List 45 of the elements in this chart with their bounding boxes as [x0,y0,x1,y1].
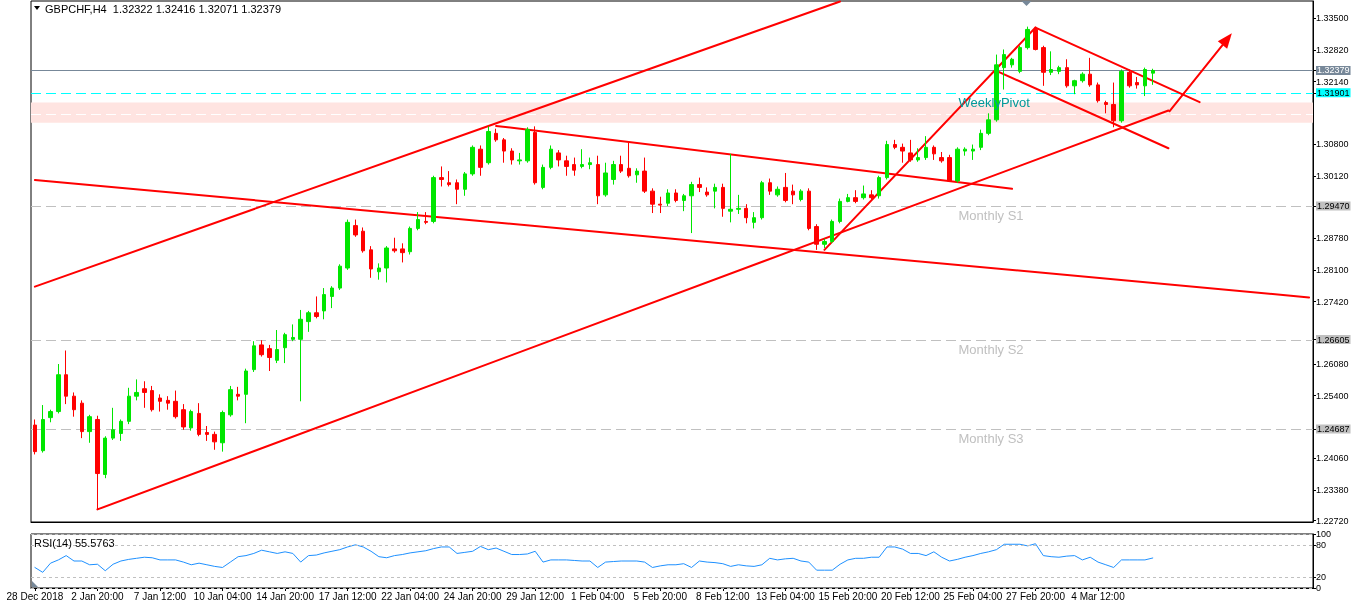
y-tick-label: 1.23380 [1316,484,1349,495]
y-tick-label: 1.33500 [1316,13,1349,24]
x-tick-label: 22 Jan 04:00 [381,590,440,602]
x-tick-label: 8 Feb 12:00 [696,590,750,602]
ref-line-label: Monthly S3 [958,430,1024,446]
y-tick-label: 0 [1316,583,1322,593]
x-tick-label: 17 Jan 12:00 [318,590,377,602]
x-tick-label: 27 Feb 20:00 [1006,590,1066,602]
x-tick-label: 1 Feb 04:00 [571,590,625,602]
x-tick-label: 25 Feb 04:00 [943,590,1003,602]
x-tick-label: 24 Jan 20:00 [443,590,503,602]
y-tick-label: 1.25400 [1316,390,1349,401]
x-tick-label: 29 Jan 12:00 [506,590,565,602]
x-tick-label: 5 Feb 20:00 [633,590,688,602]
y-tick-label: 80 [1316,539,1327,550]
x-tick-label: 20 Feb 12:00 [880,590,941,602]
y-tick-label: 20 [1316,572,1327,583]
y-tick-label: 1.28100 [1316,264,1349,275]
y-tick-label: 1.32379 [1317,65,1350,76]
y-tick-label: 1.32820 [1316,44,1349,55]
y-tick-label: 1.26080 [1316,359,1349,370]
x-tick-label: 15 Feb 20:00 [818,590,878,602]
x-tick-label: 28 Dec 2018 [6,590,64,602]
y-tick-label: 1.30120 [1316,170,1349,181]
x-tick-label: 7 Jan 12:00 [133,590,187,602]
x-tick-label: 13 Feb 04:00 [755,590,816,602]
x-tick-label: 10 Jan 04:00 [193,590,252,602]
y-tick-label: 1.22720 [1316,515,1349,526]
ref-line-label: Monthly S2 [958,341,1024,357]
x-tick-label: 2 Jan 20:00 [71,590,125,602]
y-tick-label: 1.24687 [1317,423,1350,434]
y-tick-label: 1.28780 [1316,233,1349,244]
y-tick-label: 1.29470 [1317,201,1350,212]
y-tick-label: 1.30800 [1316,139,1349,150]
y-tick-label: 1.31901 [1317,87,1350,98]
y-tick-label: 1.26605 [1317,334,1350,345]
y-tick-label: 1.32140 [1316,76,1349,87]
y-tick-label: 1.24060 [1316,453,1349,464]
y-tick-label: 100 [1316,529,1332,539]
y-tick-label: 1.27420 [1316,296,1349,307]
x-tick-label: 14 Jan 20:00 [256,590,315,602]
chart-title: GBPCHF,H4 1.32322 1.32416 1.32071 1.32379 [45,2,282,15]
chart-title: RSI(14) 55.5763 [34,536,115,549]
x-tick-label: 4 Mar 12:00 [1071,590,1126,602]
ref-line-label: Monthly S1 [958,208,1024,224]
